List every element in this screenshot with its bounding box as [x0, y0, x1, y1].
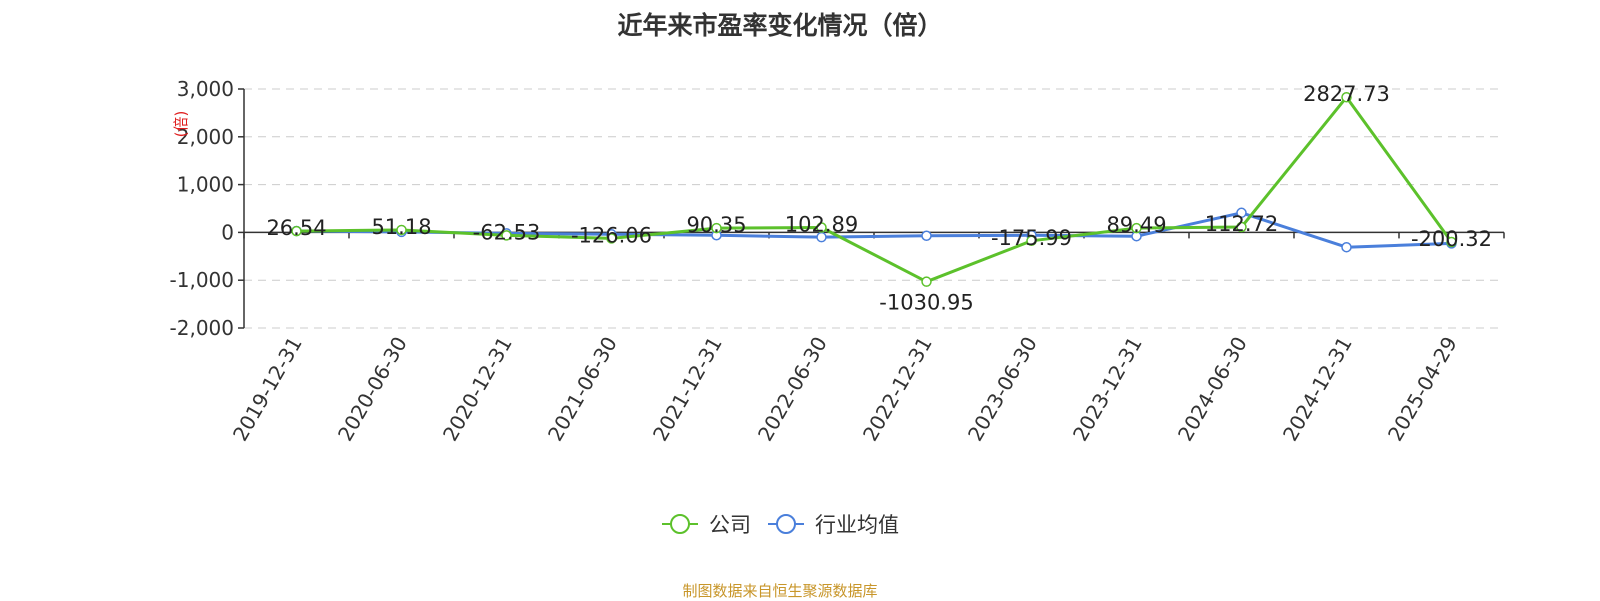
- x-tick-label: 2020-06-30: [333, 333, 412, 446]
- data-point-industry-average: [921, 230, 932, 241]
- x-tick-label: 2023-12-31: [1068, 333, 1147, 446]
- x-tick-label: 2021-12-31: [648, 333, 727, 446]
- data-point-company: [1236, 221, 1247, 233]
- data-label: 90.35: [686, 213, 746, 237]
- data-label: -1030.95: [879, 291, 973, 315]
- data-point-company: [501, 230, 512, 241]
- y-tick-label: 3,000: [177, 77, 234, 101]
- legend: 公司 行业均值: [0, 509, 1560, 539]
- y-tick-label: -1,000: [170, 268, 234, 292]
- data-point-company: [1026, 235, 1037, 247]
- x-tick-label: 2024-12-31: [1278, 333, 1357, 446]
- series: [291, 91, 1457, 287]
- data-label: 112.72: [1205, 212, 1278, 236]
- data-label: 26.54: [266, 216, 326, 240]
- x-tick-label: 2019-12-31: [228, 333, 307, 446]
- data-point-company: [1341, 91, 1352, 103]
- x-tick-label: 2020-12-31: [438, 333, 517, 446]
- grid-lines: [244, 88, 1504, 329]
- y-tick-label: -2,000: [170, 316, 234, 340]
- data-point-company: [396, 224, 407, 236]
- legend-industry-marker-icon: [768, 514, 804, 534]
- legend-company-marker-icon: [662, 514, 698, 534]
- data-label: 2827.73: [1303, 82, 1390, 106]
- data-label: 102.89: [785, 212, 858, 236]
- y-tick-label: 1,000: [177, 173, 234, 197]
- data-point-company: [816, 222, 827, 233]
- data-label: 51.18: [371, 215, 431, 239]
- x-tick-label: 2022-06-30: [753, 333, 832, 446]
- data-label: 89.49: [1106, 213, 1166, 237]
- series-line-company: [296, 95, 1453, 284]
- data-labels: 26.54 51.18 -62.53 -126.06 90.35 102.89 -1030.…: [266, 82, 1492, 314]
- x-tick-label: 2025-04-29: [1383, 333, 1462, 446]
- x-tick-label: 2024-06-30: [1173, 333, 1252, 446]
- data-point-company: [921, 276, 932, 287]
- x-tick-label: 2021-06-30: [543, 333, 622, 446]
- legend-label-industry-average: 行业均值: [815, 513, 899, 537]
- data-point-company: [291, 225, 302, 237]
- legend-label-company: 公司: [709, 513, 751, 537]
- series-line-industry-average: [296, 211, 1452, 249]
- chart-title: 近年来市盈率变化情况（倍）: [617, 11, 943, 40]
- y-tick-label: 0: [221, 220, 234, 244]
- x-tick-label: 2023-06-30: [963, 333, 1042, 446]
- source-note: 制图数据来自恒生聚源数据库: [682, 582, 878, 600]
- data-label: -62.53: [473, 220, 541, 244]
- data-point-industry-average: [1341, 241, 1352, 253]
- y-tick-label: 2,000: [177, 125, 234, 149]
- legend-item-industry-average[interactable]: 行业均值: [767, 509, 899, 539]
- data-label: -175.99: [991, 226, 1072, 250]
- data-point-industry-average: [1236, 207, 1247, 219]
- data-point-company: [606, 233, 617, 244]
- x-tick-label: 2022-12-31: [858, 333, 937, 446]
- data-label: -200.32: [1411, 227, 1492, 251]
- data-point-company: [711, 222, 722, 234]
- data-point-company: [1131, 222, 1142, 234]
- y-axis-label: (倍): [172, 111, 190, 138]
- data-point-company: [1446, 236, 1457, 248]
- data-label: -126.06: [571, 223, 652, 247]
- legend-item-company[interactable]: 公司: [661, 509, 751, 539]
